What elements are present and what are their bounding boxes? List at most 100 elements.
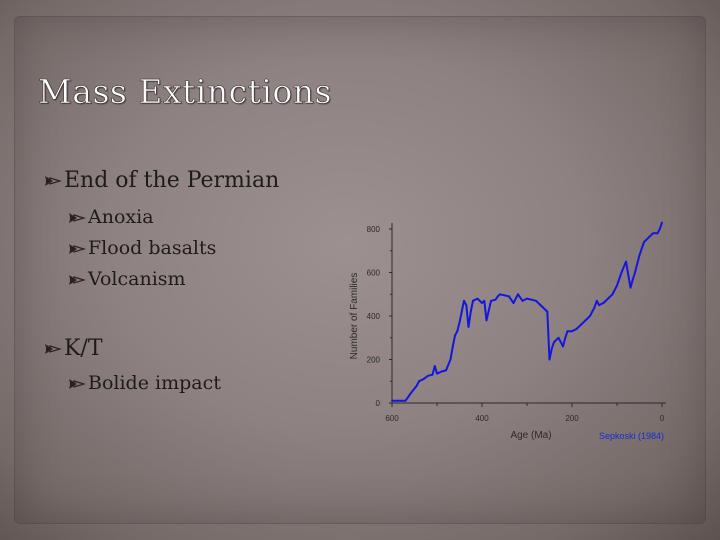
data-point	[418, 380, 420, 383]
data-point	[451, 345, 454, 348]
bullet-label: End of the Permian	[64, 168, 280, 193]
data-point	[503, 294, 506, 297]
data-point	[458, 321, 461, 324]
data-point	[494, 298, 497, 301]
data-point	[656, 232, 659, 235]
bullet-item-anoxia: Anoxia	[68, 206, 154, 228]
data-point	[467, 326, 470, 328]
bullet-icon	[68, 211, 86, 225]
source-credit: Sepkoski (1984)	[599, 431, 664, 441]
bullet-label: Volcanism	[88, 268, 186, 290]
data-point	[589, 315, 591, 317]
data-point	[440, 370, 443, 373]
data-point	[472, 299, 474, 302]
bullet-item-bolide-impact: Bolide impact	[68, 372, 221, 394]
data-point	[530, 298, 533, 301]
bullet-icon	[44, 342, 62, 356]
data-point	[595, 299, 598, 302]
y-tick-label: 600	[367, 269, 381, 278]
data-point	[575, 328, 578, 330]
data-point	[602, 302, 605, 304]
y-tick-label: 800	[367, 225, 381, 234]
bullet-item-volcanism: Volcanism	[68, 268, 186, 290]
data-point	[496, 295, 499, 298]
data-point	[517, 293, 519, 296]
data-point	[647, 236, 650, 239]
x-axis-label: Age (Ma)	[510, 430, 551, 441]
bullet-label: Anoxia	[88, 206, 154, 228]
data-point	[593, 306, 596, 309]
y-tick-label: 400	[367, 312, 381, 321]
data-point	[427, 374, 429, 377]
data-point	[661, 221, 663, 224]
data-point	[445, 369, 447, 372]
data-point	[526, 297, 528, 300]
y-axis-label: Number of Families	[349, 273, 360, 360]
data-point	[580, 323, 582, 326]
data-point	[404, 399, 407, 402]
data-point	[433, 365, 436, 367]
x-tick-label: 400	[475, 414, 489, 423]
data-point	[553, 341, 555, 343]
data-point	[629, 286, 632, 289]
data-point	[631, 280, 634, 283]
families-chart: 0 200 400 600 800 600 400 200 0 Number of Familie…	[349, 221, 666, 441]
data-point	[521, 299, 524, 302]
data-point	[546, 310, 549, 313]
data-point	[483, 299, 486, 302]
data-point	[658, 228, 661, 230]
data-point	[485, 319, 488, 322]
data-point	[634, 271, 636, 274]
slide-frame	[14, 16, 706, 524]
bullet-label: Bolide impact	[88, 372, 221, 394]
slide-title: Mass Extinctions	[38, 72, 332, 112]
data-point	[550, 347, 553, 350]
data-point	[535, 299, 537, 302]
data-point	[625, 260, 627, 263]
data-point	[564, 336, 567, 339]
x-tick-label: 0	[660, 414, 665, 423]
data-point	[463, 299, 465, 302]
data-point	[598, 304, 600, 306]
bullet-icon	[44, 174, 62, 188]
data-point	[476, 297, 479, 300]
bullet-icon	[68, 377, 86, 391]
data-point	[616, 284, 618, 287]
data-point	[409, 393, 411, 396]
data-point	[438, 371, 441, 374]
data-point	[449, 358, 452, 361]
data-point	[490, 299, 492, 302]
data-point	[638, 254, 641, 256]
bullet-item-kt: K/T	[44, 336, 103, 361]
data-point	[643, 241, 645, 243]
data-point	[652, 232, 654, 235]
y-tick-label: 0	[376, 399, 381, 408]
data-point	[620, 271, 623, 274]
data-point	[415, 384, 418, 387]
data-point	[454, 334, 456, 337]
data-point	[566, 330, 569, 333]
data-point	[607, 297, 609, 300]
data-point	[571, 330, 573, 333]
data-point	[557, 336, 560, 339]
x-tick-label: 600	[385, 414, 399, 423]
data-point	[611, 293, 614, 296]
data-point	[400, 399, 402, 402]
bullet-label: Flood basalts	[88, 237, 217, 259]
data-point	[512, 302, 515, 304]
bullet-icon	[68, 242, 86, 256]
data-point	[562, 345, 564, 348]
data-point	[499, 293, 501, 296]
bullet-item-flood-basalts: Flood basalts	[68, 237, 216, 259]
y-tick-label: 200	[367, 356, 381, 365]
data-point	[431, 373, 434, 376]
data-point	[469, 310, 472, 313]
data-point	[481, 302, 483, 304]
bullet-item-permian: End of the Permian	[44, 168, 279, 193]
x-tick-label: 200	[565, 414, 579, 423]
data-point	[539, 304, 542, 306]
data-point	[584, 319, 587, 322]
data-point	[548, 358, 551, 361]
data-point	[391, 399, 393, 402]
